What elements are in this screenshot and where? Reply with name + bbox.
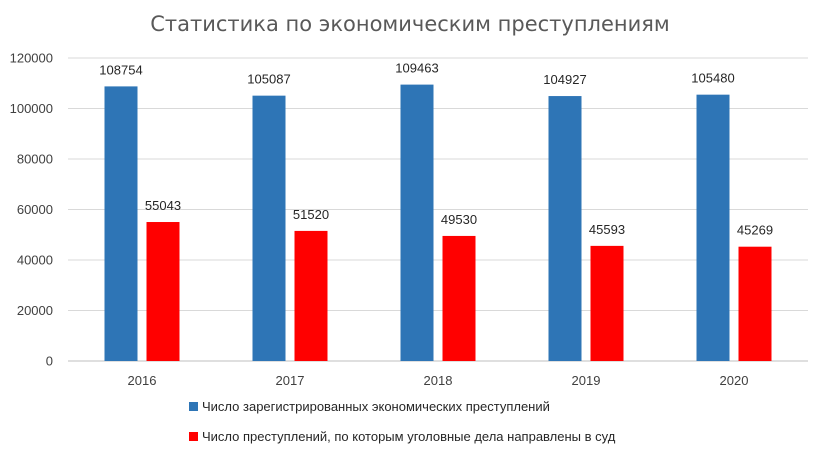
legend-label: Число преступлений, по которым уголовные… [202, 429, 616, 444]
data-label: 104927 [543, 72, 586, 87]
y-tick-label: 120000 [10, 51, 53, 66]
data-label: 55043 [145, 198, 181, 213]
data-label: 105480 [691, 71, 734, 86]
bar-registered-2016 [104, 86, 138, 361]
bar-sent-to-court-2020 [738, 246, 772, 361]
bar-sent-to-court-2016 [146, 222, 180, 361]
y-tick-label: 80000 [17, 152, 53, 167]
legend-swatch [189, 432, 198, 441]
bar-registered-2018 [400, 84, 434, 361]
legend-label: Число зарегистрированных экономических п… [202, 399, 550, 414]
bar-registered-2020 [696, 94, 730, 362]
data-label: 105087 [247, 72, 290, 87]
x-tick-label: 2017 [276, 373, 305, 388]
x-axis-ticks: 2016 2017 2018 2019 2020 [128, 373, 749, 388]
y-tick-label: 40000 [17, 253, 53, 268]
bar-sent-to-court-2018 [442, 235, 476, 361]
y-tick-label: 0 [46, 354, 53, 369]
data-label: 45269 [737, 223, 773, 238]
y-axis-ticks: 0 20000 40000 60000 80000 100000 120000 [10, 51, 53, 369]
data-label: 49530 [441, 212, 477, 227]
data-label: 45593 [589, 222, 625, 237]
y-tick-label: 20000 [17, 303, 53, 318]
legend: Число зарегистрированных экономических п… [189, 399, 616, 444]
bar-sent-to-court-2019 [590, 245, 624, 361]
data-label: 51520 [293, 207, 329, 222]
y-tick-label: 100000 [10, 101, 53, 116]
bars [104, 84, 772, 362]
x-tick-label: 2018 [424, 373, 453, 388]
data-label: 108754 [99, 62, 142, 77]
x-tick-label: 2019 [572, 373, 601, 388]
legend-swatch [189, 402, 198, 411]
data-label: 109463 [395, 61, 438, 76]
chart-title: Статистика по экономическим преступления… [150, 12, 670, 36]
y-tick-label: 60000 [17, 202, 53, 217]
x-tick-label: 2020 [720, 373, 749, 388]
bar-sent-to-court-2017 [294, 230, 328, 361]
data-labels: 108754 55043 105087 51520 109463 49530 104927 4… [99, 61, 773, 238]
bar-registered-2019 [548, 96, 582, 361]
bar-registered-2017 [252, 95, 286, 361]
x-tick-label: 2016 [128, 373, 157, 388]
gridlines [68, 57, 808, 362]
